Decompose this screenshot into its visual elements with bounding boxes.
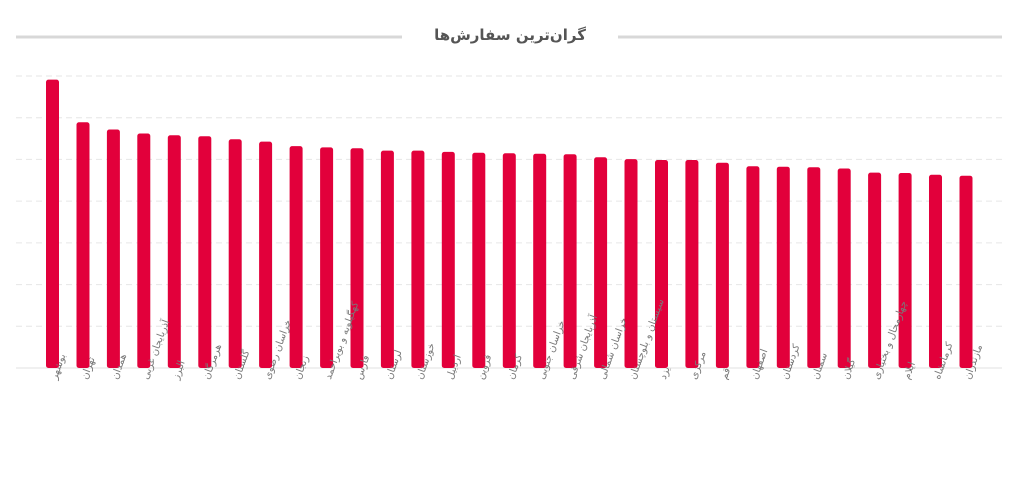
bar[interactable] [350,148,364,368]
bar[interactable] [137,133,151,369]
bar[interactable] [685,160,699,368]
bar[interactable] [228,139,242,368]
bar[interactable] [776,166,790,368]
x-tick-label: قم [719,366,733,381]
bar[interactable] [959,175,973,368]
bar[interactable] [167,135,181,368]
bar[interactable] [898,173,912,368]
bar[interactable] [837,168,851,369]
bar[interactable] [259,141,273,368]
bar[interactable] [746,166,760,368]
chart-title: گران‌ترین سفارش‌ها [434,26,586,44]
bar[interactable] [868,172,882,368]
bar[interactable] [411,150,425,368]
bar[interactable] [502,153,516,368]
bar[interactable] [807,167,821,368]
bar[interactable] [320,147,334,368]
bar[interactable] [624,159,638,368]
bar[interactable] [472,152,486,368]
bar[interactable] [289,146,303,368]
bar[interactable] [929,174,942,368]
bar[interactable] [594,157,608,368]
bar[interactable] [46,79,59,368]
bars [46,79,973,369]
bar[interactable] [76,122,90,368]
bar[interactable] [715,162,729,368]
bar[interactable] [380,150,394,368]
bar[interactable] [106,129,120,369]
bar[interactable] [655,160,668,368]
bar[interactable] [441,151,455,368]
bar[interactable] [198,136,212,368]
x-tick-label: یزد [658,365,673,381]
bar[interactable] [563,154,577,368]
bar[interactable] [533,153,547,368]
